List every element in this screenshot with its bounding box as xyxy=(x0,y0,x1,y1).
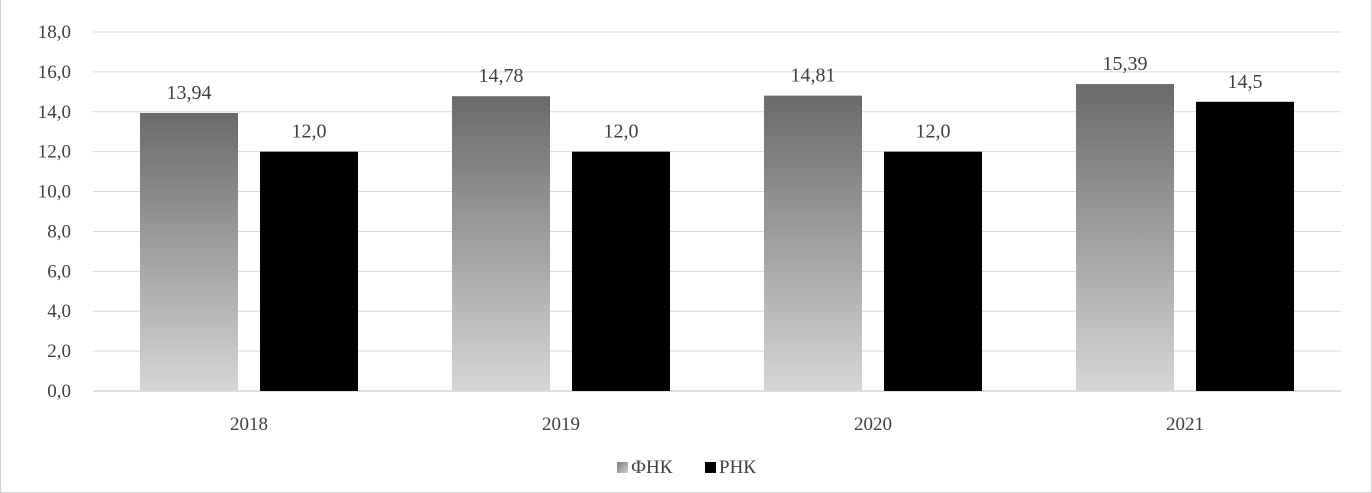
bar-fnk-2018 xyxy=(140,112,238,392)
y-tick-label: 14,0 xyxy=(38,102,71,123)
data-label: 14,81 xyxy=(791,65,836,87)
bars xyxy=(140,84,1294,392)
x-tick-label: 2020 xyxy=(854,414,892,435)
data-label: 12,0 xyxy=(916,121,951,143)
data-label: 13,94 xyxy=(167,82,212,104)
data-label: 15,39 xyxy=(1103,53,1148,75)
legend-swatch xyxy=(617,462,628,473)
bar-fnk-2021 xyxy=(1076,84,1174,392)
bar-rnk-2020 xyxy=(884,151,982,391)
legend-label: РНК xyxy=(719,457,756,478)
y-tick-label: 2,0 xyxy=(47,341,71,362)
bar-fnk-2019 xyxy=(452,96,550,392)
data-label: 12,0 xyxy=(292,121,327,143)
y-tick-label: 0,0 xyxy=(47,381,71,402)
data-labels: 13,94 12,0 14,78 12,0 14,81 12,0 15,39 14,5 xyxy=(167,53,1263,143)
legend-swatch xyxy=(705,462,716,473)
bar-rnk-2021 xyxy=(1196,101,1294,392)
y-tick-label: 4,0 xyxy=(47,301,71,322)
x-tick-label: 2018 xyxy=(230,414,268,435)
y-tick-label: 6,0 xyxy=(47,261,71,282)
data-label: 14,5 xyxy=(1228,71,1263,93)
bar-rnk-2018 xyxy=(260,151,358,391)
x-tick-label: 2021 xyxy=(1166,414,1204,435)
y-tick-label: 10,0 xyxy=(38,182,71,203)
legend-label: ФНК xyxy=(631,457,673,478)
bar-fnk-2020 xyxy=(764,95,862,392)
bar-rnk-2019 xyxy=(572,151,670,391)
y-tick-label: 12,0 xyxy=(38,142,71,163)
y-tick-label: 8,0 xyxy=(47,221,71,242)
x-tick-label: 2019 xyxy=(542,414,580,435)
data-label: 12,0 xyxy=(604,121,639,143)
y-tick-label: 18,0 xyxy=(38,22,71,43)
y-tick-label: 16,0 xyxy=(38,62,71,83)
data-label: 14,78 xyxy=(479,65,524,87)
y-axis-ticks: 0,0 2,0 4,0 6,0 8,0 10,0 12,0 14,0 16,0 18,0 xyxy=(38,22,71,402)
legend: ФНК РНК xyxy=(617,457,756,478)
x-axis-ticks: 2018 2019 2020 2021 xyxy=(230,414,1204,435)
